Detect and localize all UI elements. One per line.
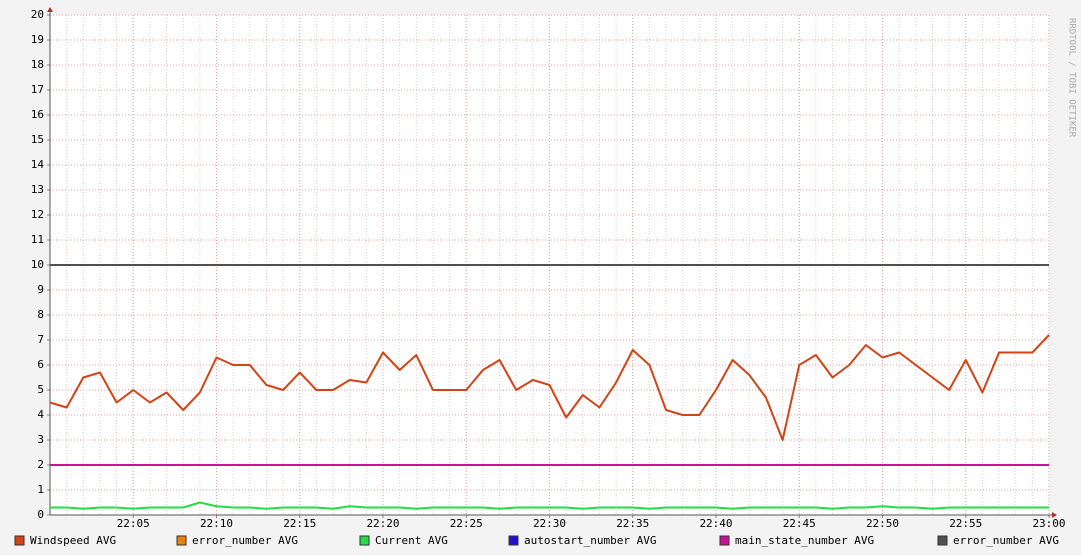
series-line — [50, 501, 1049, 510]
y-tick-label: 14 — [31, 158, 45, 171]
legend-label: main_state_number AVG — [735, 534, 874, 547]
x-axis-arrow — [1052, 512, 1057, 518]
legend-swatch — [937, 535, 948, 546]
x-tick-label: 22:50 — [866, 517, 899, 530]
legend-swatch — [14, 535, 25, 546]
legend-swatch — [508, 535, 519, 546]
y-tick-label: 10 — [31, 258, 44, 271]
y-tick-label: 8 — [37, 308, 44, 321]
legend-label: Windspeed AVG — [30, 534, 116, 547]
x-tick-label: 22:55 — [949, 517, 982, 530]
legend-label: error_number AVG — [953, 534, 1059, 547]
y-tick-label: 1 — [37, 483, 44, 496]
legend-swatch — [176, 535, 187, 546]
y-tick-label: 13 — [31, 183, 44, 196]
y-axis-arrow — [47, 7, 53, 12]
x-tick-label: 22:30 — [533, 517, 566, 530]
legend-label: autostart_number AVG — [524, 534, 656, 547]
y-tick-label: 17 — [31, 83, 44, 96]
y-tick-label: 16 — [31, 108, 44, 121]
y-tick-label: 7 — [37, 333, 44, 346]
y-tick-label: 3 — [37, 433, 44, 446]
x-tick-label: 22:25 — [450, 517, 483, 530]
x-tick-label: 22:35 — [616, 517, 649, 530]
y-tick-label: 4 — [37, 408, 44, 421]
x-tick-label: 22:05 — [117, 517, 150, 530]
y-tick-label: 6 — [37, 358, 44, 371]
legend-swatch — [359, 535, 370, 546]
x-tick-label: 23:00 — [1032, 517, 1065, 530]
legend-label: Current AVG — [375, 534, 448, 547]
watermark: RRDTOOL / TOBI OETIKER — [1067, 18, 1077, 138]
y-tick-label: 2 — [37, 458, 44, 471]
y-tick-label: 15 — [31, 133, 44, 146]
y-tick-label: 11 — [31, 233, 44, 246]
y-tick-label: 9 — [37, 283, 44, 296]
y-tick-label: 20 — [31, 8, 44, 21]
y-tick-label: 18 — [31, 58, 44, 71]
legend-label: error_number AVG — [192, 534, 298, 547]
y-tick-label: 19 — [31, 33, 44, 46]
y-tick-label: 5 — [37, 383, 44, 396]
series-line — [49, 334, 1050, 441]
legend-swatch — [719, 535, 730, 546]
x-tick-label: 22:15 — [283, 517, 316, 530]
x-tick-label: 22:40 — [699, 517, 732, 530]
y-tick-label: 0 — [37, 508, 44, 521]
x-tick-label: 22:20 — [366, 517, 399, 530]
x-tick-label: 22:45 — [783, 517, 816, 530]
x-tick-label: 22:10 — [200, 517, 233, 530]
y-tick-label: 12 — [31, 208, 44, 221]
